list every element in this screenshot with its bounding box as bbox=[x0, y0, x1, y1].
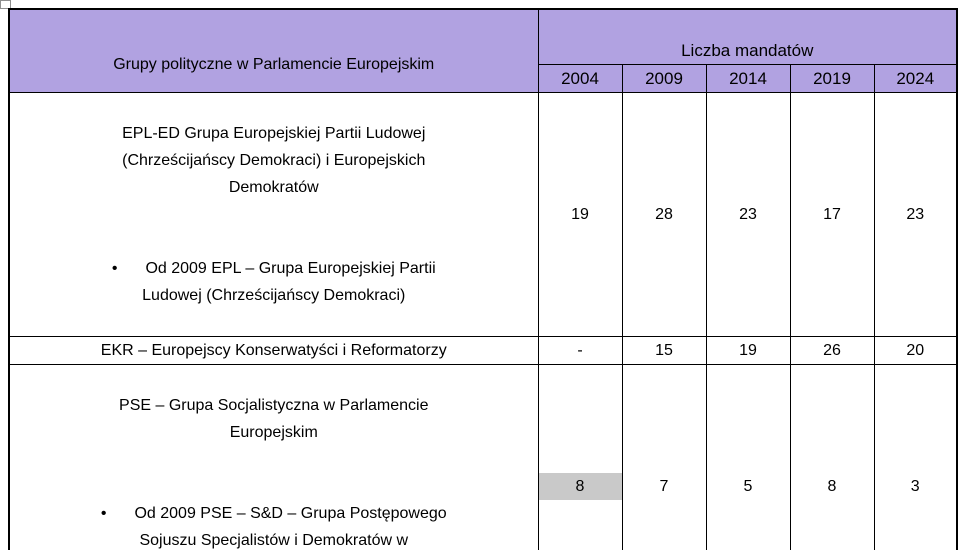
header-year-2019[interactable]: 2019 bbox=[789, 64, 875, 93]
value-cell[interactable]: 7 bbox=[621, 364, 707, 550]
table-row: EPL-ED Grupa Europejskiej Partii Ludowej… bbox=[8, 92, 958, 337]
table-move-handle[interactable] bbox=[0, 0, 11, 9]
selection-highlight: 8 bbox=[539, 473, 621, 500]
header-mandates-cell[interactable]: Liczba mandatów bbox=[537, 8, 958, 65]
group-name: EPL-ED Grupa Europejskiej Partii Ludowej… bbox=[122, 125, 426, 196]
header-groups-title: Grupy polityczne w Parlamencie Europejsk… bbox=[113, 56, 435, 73]
value-cell[interactable]: 5 bbox=[705, 364, 791, 550]
value-cell[interactable]: 28 bbox=[621, 92, 707, 337]
header-mandates-label: Liczba mandatów bbox=[681, 41, 814, 60]
value-cell[interactable]: 17 bbox=[789, 92, 875, 337]
header-row-years: 2004 2009 2014 2019 2024 bbox=[9, 64, 958, 93]
value-cell[interactable]: 3 bbox=[873, 364, 958, 550]
group-name: PSE – Grupa Socjalistyczna w Parlamencie… bbox=[119, 397, 429, 441]
header-year-2004[interactable]: 2004 bbox=[537, 64, 623, 93]
bullet-icon: • bbox=[100, 505, 107, 522]
group-name-cell-pse[interactable]: PSE – Grupa Socjalistyczna w Parlamencie… bbox=[8, 364, 539, 550]
value-cell[interactable]: 19 bbox=[537, 92, 623, 337]
value-cell[interactable]: 8 bbox=[789, 364, 875, 550]
value-cell[interactable]: 15 bbox=[621, 336, 707, 365]
value-cell[interactable]: 23 bbox=[705, 92, 791, 337]
table-container: Grupy polityczne w Parlamencie Europejsk… bbox=[8, 8, 958, 550]
value-cell[interactable]: - bbox=[537, 336, 623, 365]
group-note: • Od 2009 EPL – Grupa Europejskiej Partii… bbox=[14, 228, 534, 309]
group-name-cell-epl[interactable]: EPL-ED Grupa Europejskiej Partii Ludowej… bbox=[8, 92, 539, 337]
parliament-seats-table: Grupy polityczne w Parlamencie Europejsk… bbox=[8, 8, 958, 550]
value-cell[interactable]: 26 bbox=[789, 336, 875, 365]
header-year-2009[interactable]: 2009 bbox=[621, 64, 707, 93]
group-note: • Od 2009 PSE – S&D – Grupa Postępowego S… bbox=[14, 473, 534, 550]
header-groups-title-cell[interactable]: Grupy polityczne w Parlamencie Europejsk… bbox=[8, 8, 539, 93]
header-row-group: Grupy polityczne w Parlamencie Europejsk… bbox=[8, 8, 958, 93]
group-name-cell-ekr[interactable]: EKR – Europejscy Konserwatyści i Reforma… bbox=[8, 336, 539, 365]
table-row: PSE – Grupa Socjalistyczna w Parlamencie… bbox=[8, 364, 958, 550]
header-year-2014[interactable]: 2014 bbox=[705, 64, 791, 93]
value-cell[interactable]: 19 bbox=[705, 336, 791, 365]
value-cell[interactable]: 20 bbox=[873, 336, 958, 365]
value-cell-highlighted[interactable]: 8 bbox=[537, 364, 623, 550]
bullet-icon: • bbox=[111, 260, 118, 277]
header-year-2024[interactable]: 2024 bbox=[873, 64, 958, 93]
table-row: EKR – Europejscy Konserwatyści i Reforma… bbox=[8, 336, 958, 365]
value-cell[interactable]: 23 bbox=[873, 92, 958, 337]
